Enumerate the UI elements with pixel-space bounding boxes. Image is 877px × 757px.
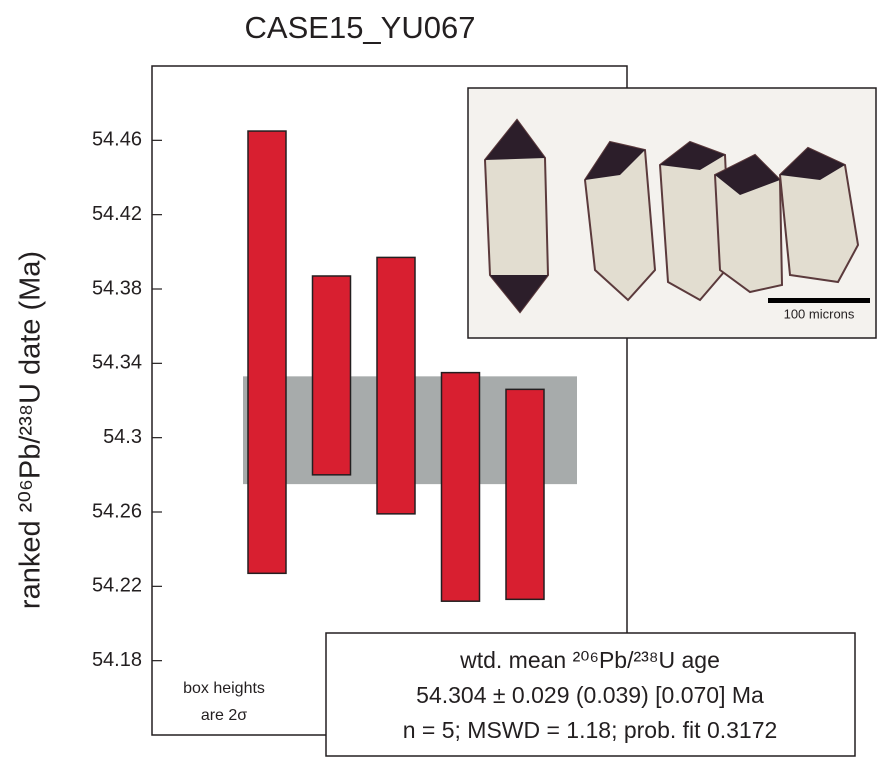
- annotation: are 2σ: [201, 707, 247, 724]
- date-box: [248, 131, 286, 573]
- result-text: wtd. mean ²⁰⁶Pb/²³⁸U age: [459, 647, 720, 673]
- y-axis-label: ranked ²⁰⁶Pb/²³⁸U date (Ma): [15, 251, 47, 609]
- y-tick-label: 54.3: [103, 426, 142, 448]
- scale-bar: [768, 298, 870, 303]
- y-tick-label: 54.18: [92, 649, 142, 671]
- annotation: box heights: [183, 680, 265, 697]
- y-tick-label: 54.22: [92, 575, 142, 597]
- inset-photo: 100 microns: [468, 88, 876, 338]
- y-tick-label: 54.46: [92, 129, 142, 151]
- result-text: n = 5; MSWD = 1.18; prob. fit 0.3172: [403, 717, 778, 743]
- chart-title: CASE15_YU067: [245, 10, 476, 45]
- date-box: [442, 373, 480, 602]
- scale-label: 100 microns: [784, 306, 855, 321]
- result-text: 54.304 ± 0.029 (0.039) [0.070] Ma: [416, 682, 764, 708]
- chart: CASE15_YU067 ranked ²⁰⁶Pb/²³⁸U date (Ma)…: [0, 0, 877, 757]
- date-box: [377, 257, 415, 513]
- y-tick-label: 54.38: [92, 277, 142, 299]
- y-tick-label: 54.34: [92, 352, 142, 374]
- date-box: [313, 276, 351, 475]
- y-tick-label: 54.26: [92, 500, 142, 522]
- y-tick-label: 54.42: [92, 203, 142, 225]
- date-box: [506, 389, 544, 599]
